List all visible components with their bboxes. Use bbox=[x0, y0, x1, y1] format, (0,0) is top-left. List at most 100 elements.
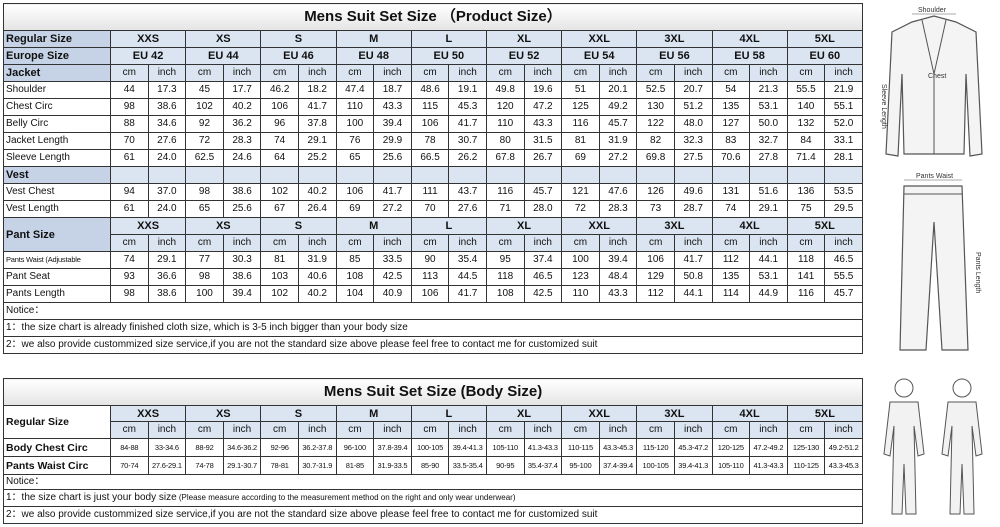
value-cell: 40.2 bbox=[222, 98, 262, 116]
size-header: EU 56 bbox=[636, 47, 713, 65]
value-cell: 24.0 bbox=[147, 200, 187, 218]
value-cell: 50.0 bbox=[749, 115, 788, 133]
unit-header: inch bbox=[222, 421, 262, 439]
value-cell: 44 bbox=[110, 81, 149, 99]
unit-header: inch bbox=[448, 64, 487, 82]
value-cell: 44.5 bbox=[448, 268, 487, 286]
value-cell: 106 bbox=[410, 285, 450, 303]
note: 2：we also provide custommized size servi… bbox=[2, 506, 864, 524]
value-cell: 55.5 bbox=[824, 268, 863, 286]
row: Vest Chest 94 37.0 98 38.6 102 40.2 106 41.7 111 4… bbox=[3, 183, 863, 201]
size-header: 5XL bbox=[786, 405, 864, 422]
value-cell: 37.8 bbox=[297, 115, 337, 133]
size-header: S bbox=[260, 217, 337, 235]
cell bbox=[110, 166, 149, 184]
size-header: L bbox=[410, 217, 487, 235]
value-cell: 98 bbox=[185, 183, 224, 201]
figure-label: Shoulder bbox=[918, 7, 947, 14]
row-header: Regular Size bbox=[3, 405, 111, 439]
value-cell: 121 bbox=[561, 183, 600, 201]
row: Jacket Length 70 27.6 72 28.3 74 29.1 76 29.9 78 3… bbox=[3, 132, 863, 150]
unit-header: cm bbox=[786, 234, 826, 252]
value-cell: 44.9 bbox=[749, 285, 788, 303]
value-cell: 55.1 bbox=[824, 98, 863, 116]
value-cell: 103 bbox=[260, 268, 299, 286]
unit-header: cm bbox=[260, 64, 299, 82]
unit-header: cm bbox=[410, 421, 450, 439]
value-cell: 140 bbox=[786, 98, 826, 116]
value-cell: 53.1 bbox=[749, 268, 788, 286]
value-cell: 39.4 bbox=[598, 251, 638, 269]
cell bbox=[297, 166, 337, 184]
unit-header: inch bbox=[373, 421, 412, 439]
value-cell: 64 bbox=[260, 149, 299, 167]
value-cell: 141 bbox=[786, 268, 826, 286]
value-cell: 72 bbox=[185, 132, 224, 150]
value-cell: 41.7 bbox=[673, 251, 713, 269]
size-header: XXL bbox=[561, 30, 638, 48]
value-cell: 27.6-29.1 bbox=[147, 456, 187, 475]
value-cell: 74 bbox=[110, 251, 149, 269]
value-cell: 33.5 bbox=[373, 251, 412, 269]
cell bbox=[636, 166, 675, 184]
row: 2：we also provide custommized size servi… bbox=[2, 506, 864, 524]
value-cell: 18.2 bbox=[297, 81, 337, 99]
value-cell: 120-125 bbox=[711, 438, 751, 457]
unit-header: inch bbox=[598, 64, 638, 82]
value-cell: 27.6 bbox=[147, 132, 187, 150]
value-cell: 78-81 bbox=[260, 456, 299, 475]
jacket-figure: Shoulder Sleeve Length Chest bbox=[880, 7, 983, 157]
row: Vest bbox=[3, 166, 863, 184]
value-cell: 43.3-45.3 bbox=[598, 438, 638, 457]
value-cell: 29.5 bbox=[824, 200, 863, 218]
size-header: EU 46 bbox=[260, 47, 337, 65]
unit-header: inch bbox=[749, 234, 788, 252]
cell bbox=[448, 166, 487, 184]
unit-header: cm bbox=[260, 421, 299, 439]
value-cell: 114 bbox=[711, 285, 751, 303]
unit-header: cm bbox=[786, 421, 826, 439]
value-cell: 25.6 bbox=[222, 200, 262, 218]
table-title: Mens Suit Set Size (Body Size) bbox=[2, 378, 864, 406]
value-cell: 38.6 bbox=[222, 183, 262, 201]
value-cell: 34.6-36.2 bbox=[222, 438, 262, 457]
value-cell: 27.2 bbox=[373, 200, 412, 218]
value-cell: 81 bbox=[561, 132, 600, 150]
value-cell: 61 bbox=[110, 200, 149, 218]
value-cell: 30.7 bbox=[448, 132, 487, 150]
unit-header: cm bbox=[110, 64, 149, 82]
row: 1：the size chart is just your body size … bbox=[2, 489, 864, 507]
unit-header: cm bbox=[636, 421, 675, 439]
unit-header: cm bbox=[636, 234, 675, 252]
cell bbox=[335, 166, 375, 184]
unit-header: inch bbox=[824, 421, 864, 439]
unit-header: cm bbox=[410, 234, 450, 252]
value-cell: 33-34.6 bbox=[147, 438, 187, 457]
value-cell: 110 bbox=[335, 98, 375, 116]
value-cell: 29.1 bbox=[147, 251, 187, 269]
unit-header: inch bbox=[373, 234, 412, 252]
size-header: EU 44 bbox=[185, 47, 262, 65]
row-label: Shoulder bbox=[3, 81, 111, 99]
cell bbox=[260, 166, 299, 184]
size-header: XS bbox=[185, 405, 262, 422]
value-cell: 106 bbox=[410, 115, 450, 133]
value-cell: 80 bbox=[485, 132, 525, 150]
value-cell: 36.2 bbox=[222, 115, 262, 133]
value-cell: 88 bbox=[110, 115, 149, 133]
cell bbox=[185, 166, 224, 184]
value-cell: 27.2 bbox=[598, 149, 638, 167]
size-header: EU 48 bbox=[335, 47, 412, 65]
value-cell: 82 bbox=[636, 132, 675, 150]
value-cell: 47.4 bbox=[335, 81, 375, 99]
value-cell: 38.6 bbox=[222, 268, 262, 286]
size-header: 4XL bbox=[711, 30, 788, 48]
value-cell: 31.5 bbox=[523, 132, 563, 150]
value-cell: 122 bbox=[636, 115, 675, 133]
row: Mens Suit Set Size (Body Size) bbox=[2, 378, 864, 406]
cell bbox=[222, 166, 262, 184]
value-cell: 102 bbox=[260, 285, 299, 303]
value-cell: 106 bbox=[636, 251, 675, 269]
unit-header: cm bbox=[561, 234, 600, 252]
section-header: Jacket bbox=[3, 64, 111, 82]
